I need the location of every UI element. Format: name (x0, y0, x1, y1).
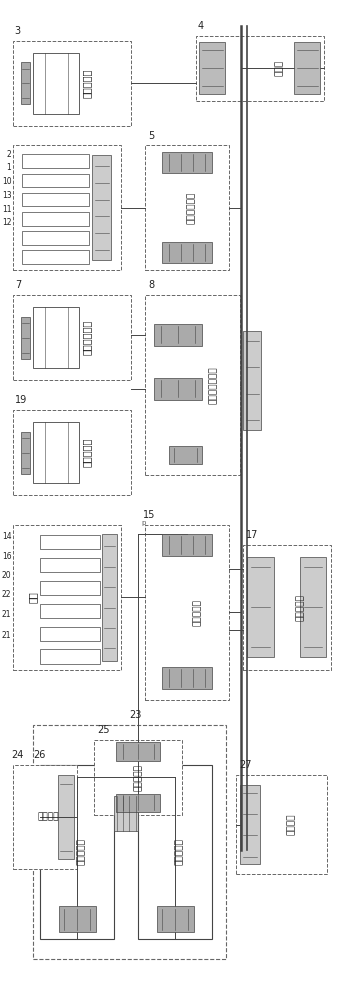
Bar (13, 765, 77, 869)
Text: 1: 1 (7, 163, 11, 172)
Text: 21: 21 (2, 610, 11, 619)
Bar (40, 649, 100, 664)
Bar (22, 231, 89, 245)
Bar (236, 775, 327, 874)
Text: 电动调节阀: 电动调节阀 (296, 594, 305, 621)
Bar (92, 155, 111, 260)
Text: 23: 23 (130, 710, 142, 720)
Text: 润滑油泵电机: 润滑油泵电机 (81, 320, 91, 355)
Text: 21: 21 (2, 631, 11, 640)
Text: 8: 8 (148, 280, 155, 290)
Text: 15: 15 (143, 510, 156, 520)
Text: 变频器: 变频器 (275, 60, 284, 76)
Bar (169, 446, 202, 464)
Text: 25: 25 (98, 725, 110, 735)
Text: 水箱: 水箱 (28, 591, 38, 603)
Text: 4: 4 (197, 21, 204, 31)
Bar (138, 765, 213, 939)
Bar (58, 775, 74, 859)
Bar (33, 725, 226, 959)
Bar (199, 42, 225, 94)
Text: 监控主机: 监控主机 (38, 813, 59, 822)
Text: 信号转换器: 信号转换器 (77, 839, 86, 865)
Bar (162, 152, 213, 173)
Text: 7: 7 (15, 280, 21, 290)
Text: 26: 26 (33, 750, 46, 760)
Bar (13, 41, 131, 126)
Text: 2: 2 (7, 150, 11, 159)
Bar (22, 250, 89, 264)
Text: 稳压电源: 稳压电源 (286, 814, 295, 835)
Bar (40, 627, 100, 641)
Bar (21, 432, 30, 474)
Text: 压脉泵控制器: 压脉泵控制器 (187, 192, 196, 224)
Bar (94, 740, 182, 815)
Bar (102, 534, 117, 661)
Bar (40, 604, 100, 618)
Bar (33, 53, 79, 114)
Text: 22: 22 (2, 590, 11, 599)
Bar (154, 378, 202, 400)
Text: 5: 5 (148, 131, 155, 141)
Bar (13, 295, 131, 380)
Bar (247, 557, 274, 657)
Bar (33, 307, 79, 368)
Text: 中央控制器: 中央控制器 (175, 839, 184, 865)
Bar (116, 794, 160, 812)
Text: 27: 27 (239, 760, 252, 770)
Bar (115, 796, 138, 831)
Text: 真空电磁起动器: 真空电磁起动器 (208, 366, 218, 404)
Bar (21, 317, 30, 359)
Text: 3: 3 (15, 26, 21, 36)
Bar (157, 906, 194, 932)
Bar (145, 145, 229, 270)
Bar (162, 534, 213, 556)
Bar (22, 212, 89, 226)
Bar (13, 145, 121, 270)
Text: 12: 12 (2, 218, 11, 227)
Bar (154, 324, 202, 346)
Bar (22, 174, 89, 187)
Bar (162, 242, 213, 263)
Text: 10: 10 (2, 177, 11, 186)
Text: p: p (141, 520, 146, 526)
Text: 增压泵电机: 增压泵电机 (81, 438, 91, 467)
Text: 14: 14 (2, 532, 11, 541)
Bar (22, 193, 89, 206)
Text: 11: 11 (2, 205, 11, 214)
Bar (40, 581, 100, 595)
Bar (13, 410, 131, 495)
Bar (300, 557, 326, 657)
Text: 24: 24 (11, 750, 24, 760)
Text: 压裂泵电机: 压裂泵电机 (81, 68, 91, 98)
Text: 隔离耦合器: 隔离耦合器 (134, 764, 142, 791)
Bar (243, 545, 331, 670)
Bar (116, 742, 160, 761)
Bar (240, 785, 260, 864)
Bar (40, 765, 115, 939)
Text: 19: 19 (15, 395, 27, 405)
Bar (40, 535, 100, 549)
Text: 13: 13 (2, 191, 11, 200)
Text: 17: 17 (246, 530, 259, 540)
Bar (22, 154, 89, 168)
Text: 水算控制器: 水算控制器 (193, 599, 202, 626)
Bar (295, 42, 320, 94)
Bar (40, 558, 100, 572)
Text: 16: 16 (2, 552, 11, 561)
Bar (145, 295, 239, 475)
Text: 20: 20 (2, 571, 11, 580)
Bar (162, 667, 213, 689)
Bar (196, 36, 324, 101)
Bar (59, 906, 96, 932)
Bar (243, 331, 262, 430)
Bar (13, 525, 121, 670)
Bar (33, 422, 79, 483)
Bar (145, 525, 229, 700)
Bar (21, 62, 30, 104)
